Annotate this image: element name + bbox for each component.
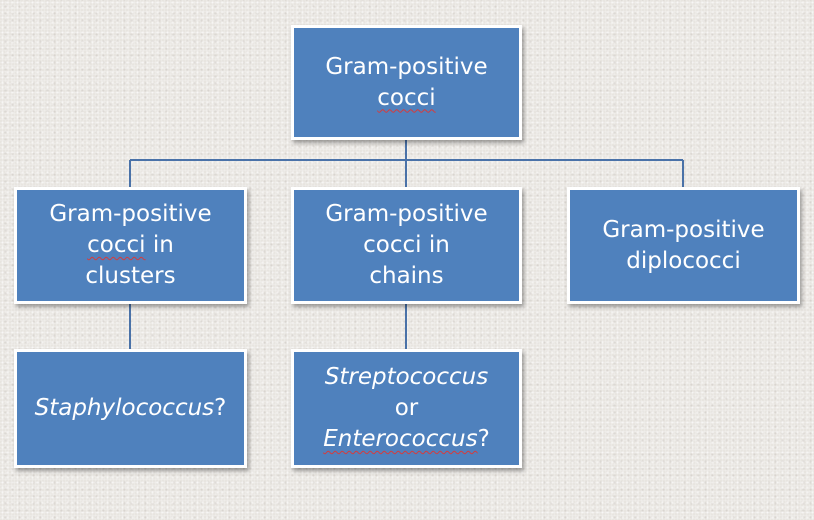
- node-text: ?: [477, 426, 490, 452]
- node-text: cocci: [377, 84, 436, 111]
- node-text: Gram-positive: [325, 201, 488, 227]
- node-cocci-in-clusters: Gram-positive cocci in clusters: [14, 187, 247, 304]
- node-text: Gram-positive: [49, 201, 212, 227]
- node-diplococci: Gram-positive diplococci: [567, 187, 800, 304]
- node-text: cocci in: [363, 232, 450, 258]
- node-cocci-in-chains: Gram-positive cocci in chains: [291, 187, 522, 304]
- node-staphylococcus: Staphylococcus?: [14, 349, 247, 468]
- node-text: Streptococcus: [324, 364, 489, 390]
- node-text: Staphylococcus: [34, 395, 215, 421]
- node-streptococcus-or-enterococcus: Streptococcus or Enterococcus?: [291, 349, 522, 468]
- node-text: Gram-positive: [325, 53, 488, 80]
- node-text: Enterococcus: [323, 426, 478, 452]
- node-text: diplococci: [626, 247, 741, 274]
- node-text: ?: [214, 395, 227, 421]
- node-text: chains: [369, 263, 444, 289]
- node-gram-positive-cocci: Gram-positive cocci: [291, 25, 522, 140]
- node-text: clusters: [85, 263, 176, 289]
- node-text: cocci: [87, 232, 146, 258]
- node-text: in: [145, 232, 174, 258]
- node-text: or: [394, 395, 419, 421]
- node-text: Gram-positive: [602, 216, 765, 243]
